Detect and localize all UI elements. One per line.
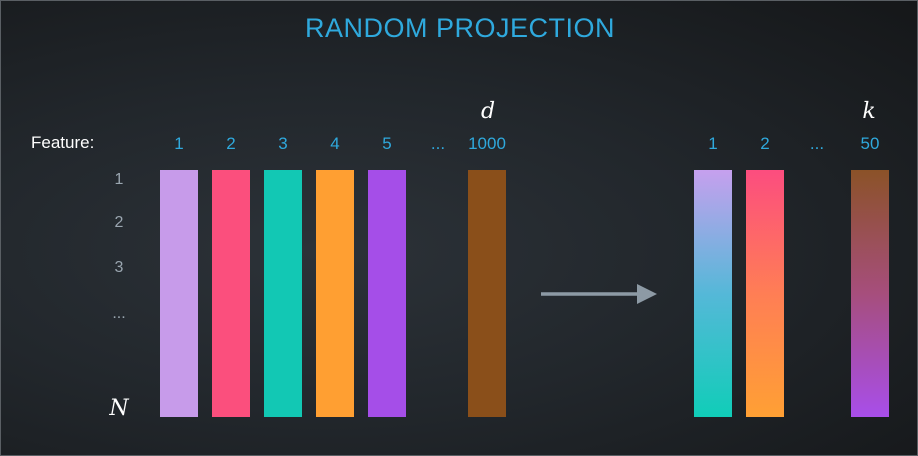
right-column-label: 1 [708,134,718,153]
slide-title: RANDOM PROJECTION [304,13,615,43]
rows-n-symbol: N [109,396,129,421]
left-column-label: 2 [226,134,236,153]
feature-label: Feature: [31,133,95,152]
left-feature-column-3 [264,170,302,417]
dimension-d-symbol: d [480,99,496,124]
left-feature-column-5 [368,170,406,417]
left-column-label: 3 [278,134,288,153]
row-label: 1 [114,171,124,188]
left-column-ellipsis: ... [430,134,446,153]
right-component-column-50 [851,170,889,417]
right-column-ellipsis: ... [809,134,825,153]
right-component-column-1 [694,170,732,417]
left-column-label: 1000 [468,134,506,153]
left-feature-column-1000 [468,170,506,417]
right-column-label: 50 [860,134,880,153]
row-label: 3 [114,259,124,276]
right-component-column-2 [746,170,784,417]
left-column-label: 1 [174,134,184,153]
left-feature-column-4 [316,170,354,417]
dimension-k-symbol: k [862,99,876,124]
row-label: 2 [114,214,124,231]
left-column-label: 4 [330,134,340,153]
left-column-label: 5 [382,134,392,153]
left-feature-column-2 [212,170,250,417]
right-column-label: 2 [760,134,770,153]
arrow-right-icon [541,284,657,304]
row-ellipsis: ... [112,305,126,322]
left-feature-column-1 [160,170,198,417]
